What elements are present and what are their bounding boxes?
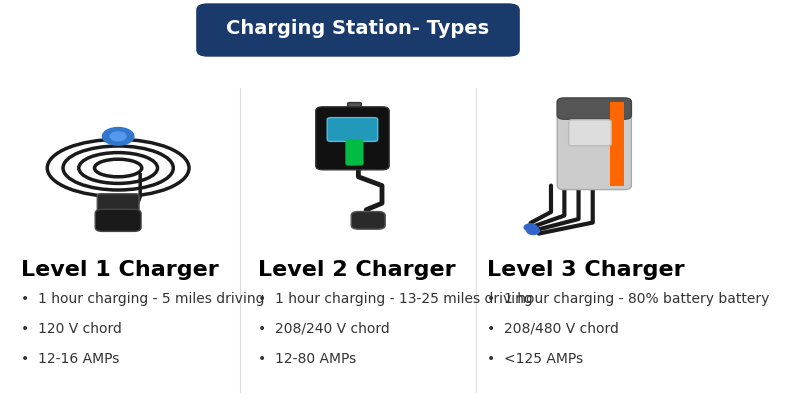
- FancyBboxPatch shape: [346, 140, 363, 166]
- FancyBboxPatch shape: [327, 118, 378, 142]
- Text: •  1 hour charging - 13-25 miles driving: • 1 hour charging - 13-25 miles driving: [258, 292, 533, 306]
- Circle shape: [102, 128, 134, 145]
- Text: •  208/480 V chord: • 208/480 V chord: [487, 322, 618, 336]
- Text: •  208/240 V chord: • 208/240 V chord: [258, 322, 390, 336]
- FancyBboxPatch shape: [558, 98, 631, 190]
- FancyBboxPatch shape: [316, 107, 389, 170]
- Circle shape: [527, 227, 539, 234]
- Text: •  1 hour charging - 5 miles driving: • 1 hour charging - 5 miles driving: [22, 292, 265, 306]
- Text: Level 3 Charger: Level 3 Charger: [487, 260, 685, 280]
- Circle shape: [110, 132, 126, 141]
- FancyBboxPatch shape: [351, 212, 386, 229]
- FancyBboxPatch shape: [610, 102, 624, 186]
- Text: •  1 hour charging - 80% battery battery: • 1 hour charging - 80% battery battery: [487, 292, 770, 306]
- Text: •  <125 AMPs: • <125 AMPs: [487, 352, 583, 366]
- Text: •  120 V chord: • 120 V chord: [22, 322, 122, 336]
- FancyBboxPatch shape: [197, 4, 519, 56]
- Text: Level 1 Charger: Level 1 Charger: [22, 260, 219, 280]
- FancyBboxPatch shape: [98, 194, 139, 212]
- FancyBboxPatch shape: [347, 102, 362, 113]
- Text: •  12-16 AMPs: • 12-16 AMPs: [22, 352, 120, 366]
- Text: •  12-80 AMPs: • 12-80 AMPs: [258, 352, 356, 366]
- FancyBboxPatch shape: [558, 98, 631, 119]
- Circle shape: [524, 224, 537, 231]
- FancyBboxPatch shape: [95, 209, 141, 231]
- FancyBboxPatch shape: [569, 120, 611, 146]
- Text: Charging Station- Types: Charging Station- Types: [226, 18, 490, 38]
- Text: Level 2 Charger: Level 2 Charger: [258, 260, 455, 280]
